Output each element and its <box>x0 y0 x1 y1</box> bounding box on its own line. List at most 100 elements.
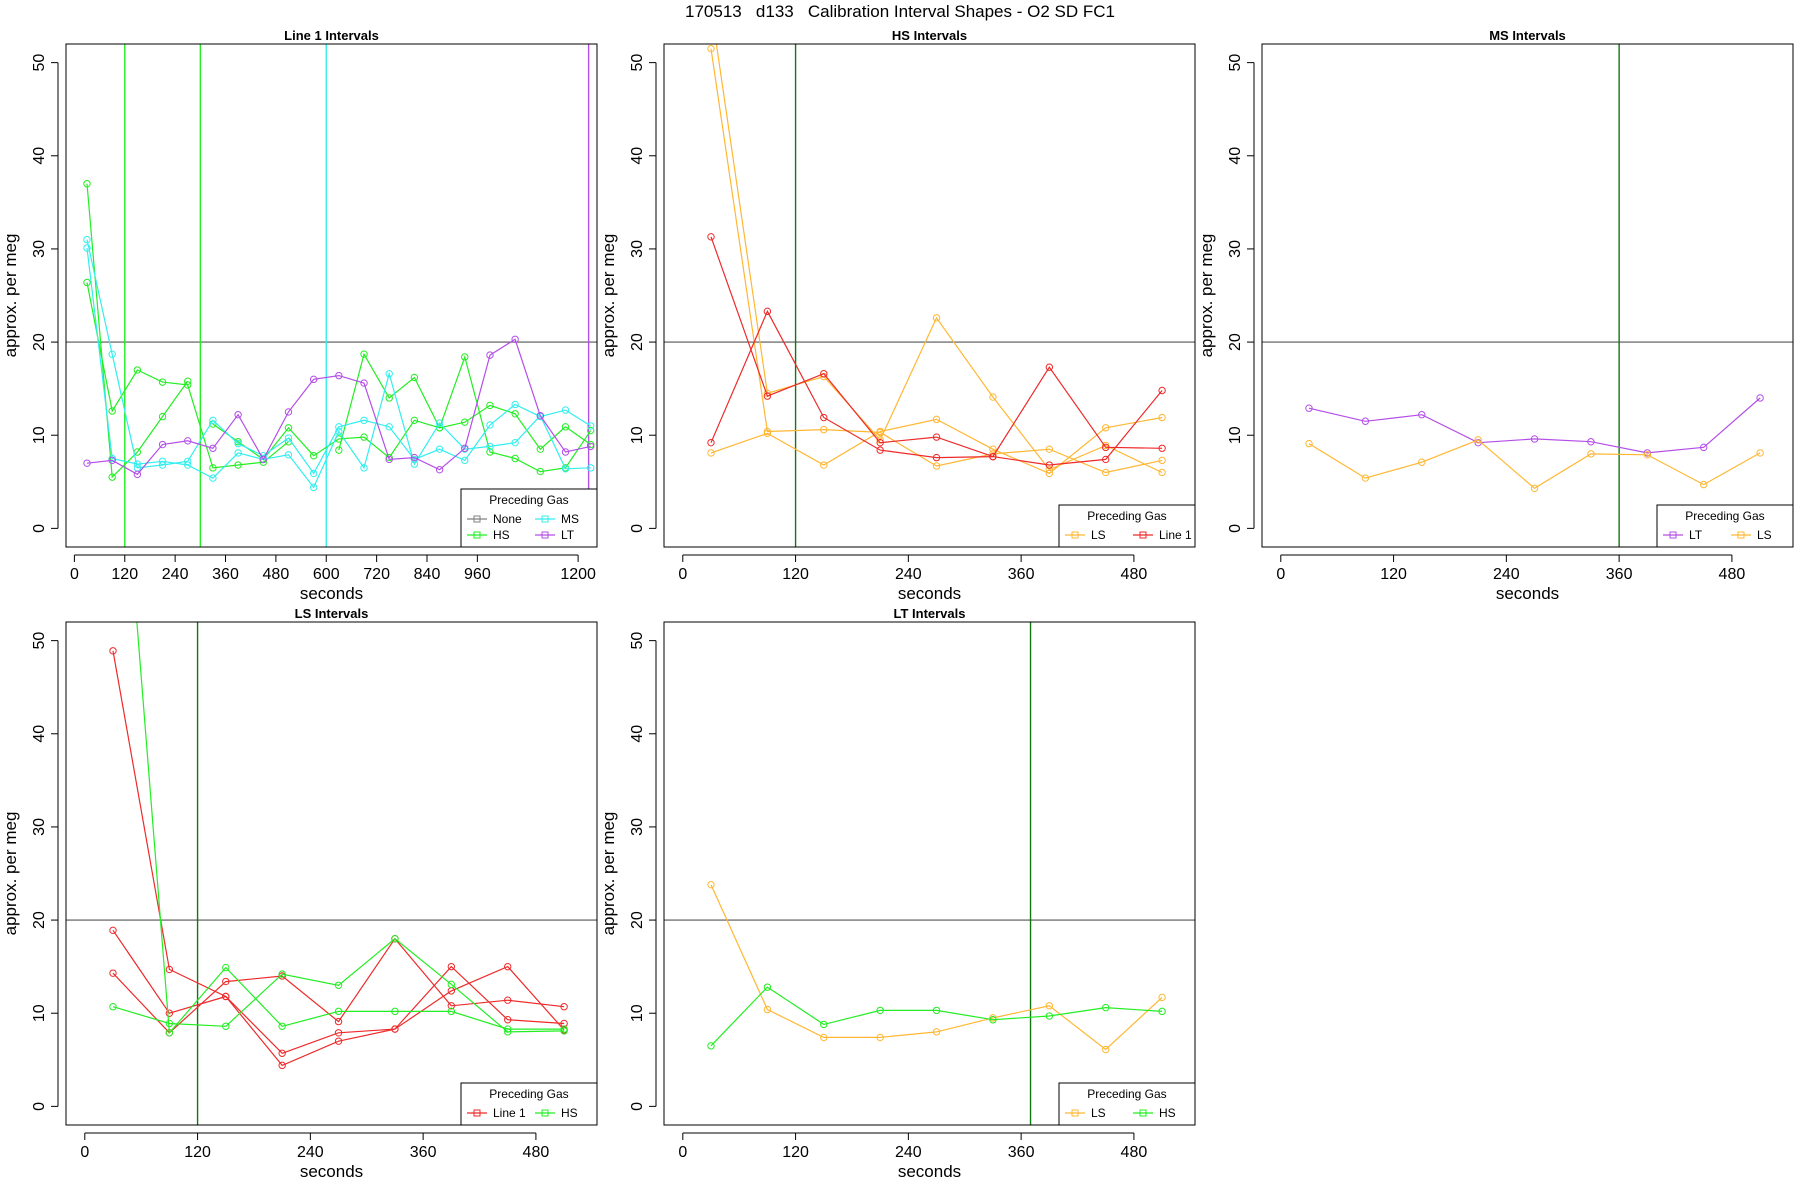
data-point <box>435 419 444 427</box>
data-point <box>707 1042 715 1050</box>
y-axis-label: approx. per meg <box>1 234 20 358</box>
data-point <box>1102 455 1110 464</box>
y-tick-label: 30 <box>1227 240 1244 258</box>
data-point <box>284 408 293 416</box>
data-point <box>165 1019 174 1028</box>
data-point <box>83 278 91 287</box>
data-point <box>763 392 772 400</box>
y-tick-label: 50 <box>629 54 646 72</box>
data-point <box>989 1014 997 1022</box>
y-tick-label: 50 <box>629 632 646 650</box>
data-point <box>561 406 570 414</box>
data-point <box>1102 1003 1110 1012</box>
data-point <box>486 351 494 359</box>
data-point <box>1045 445 1054 453</box>
data-point <box>391 1025 399 1033</box>
data-point <box>461 418 469 426</box>
x-tick-label: 840 <box>414 566 441 583</box>
x-axis-label: seconds <box>1496 584 1559 603</box>
data-point <box>587 426 595 435</box>
chart-panel-5: LT Intervals 0 10 20 30 40 50 approx. per meg 0 1… <box>599 606 1196 1181</box>
x-axis-label: seconds <box>898 1162 961 1181</box>
data-point <box>447 1007 456 1016</box>
data-point <box>932 314 941 322</box>
legend: Preceding Gas LT LS <box>1656 504 1794 548</box>
data-point <box>234 439 242 448</box>
x-tick-label: 360 <box>1606 566 1633 583</box>
data-point <box>820 425 828 434</box>
series-line <box>212 354 592 473</box>
data-point <box>504 1028 512 1036</box>
series-line <box>136 622 565 1035</box>
x-tick-label: 120 <box>782 566 809 583</box>
series-line <box>112 937 565 1033</box>
data-point <box>109 647 117 655</box>
series-line <box>710 884 1163 1051</box>
legend-swatch-marker <box>541 1109 549 1117</box>
data-point <box>989 1016 997 1024</box>
legend-label: Line 1 <box>493 1106 526 1120</box>
data-point <box>334 1029 343 1037</box>
data-point <box>435 465 444 474</box>
data-point <box>334 1007 343 1016</box>
data-point <box>158 412 167 421</box>
data-point <box>222 992 230 1001</box>
legend-swatch-marker <box>1139 531 1147 539</box>
series-line <box>112 937 565 1034</box>
y-tick-label: 40 <box>629 725 646 743</box>
data-point <box>234 461 242 469</box>
data-point <box>447 962 456 971</box>
data-point <box>1361 417 1370 425</box>
y-tick-label: 0 <box>629 1102 646 1111</box>
legend-swatch-marker <box>541 515 549 523</box>
data-point <box>109 926 117 935</box>
data-point <box>410 416 419 425</box>
data-point <box>876 1006 884 1015</box>
data-point <box>222 1022 230 1030</box>
data-point <box>334 1037 343 1045</box>
legend-swatch-marker <box>1737 531 1745 539</box>
data-point <box>561 423 570 431</box>
data-point <box>209 416 217 425</box>
y-tick-label: 20 <box>31 911 48 929</box>
data-point <box>184 437 192 445</box>
legend-label: LS <box>1091 1106 1106 1120</box>
data-point <box>335 423 343 431</box>
legend-label: HS <box>1159 1106 1176 1120</box>
legend: Preceding Gas Line 1 HS <box>460 1082 598 1126</box>
data-point <box>461 444 469 452</box>
data-point <box>461 456 469 465</box>
legend-swatch-marker <box>1071 531 1079 539</box>
data-point <box>278 1022 286 1030</box>
data-point <box>1305 404 1313 412</box>
legend-label: MS <box>561 512 579 526</box>
y-tick-label: 40 <box>1227 147 1244 165</box>
data-point <box>278 1061 286 1070</box>
data-point <box>83 244 91 252</box>
data-point <box>1045 363 1054 371</box>
data-point <box>876 1033 884 1042</box>
chart-panel-1: Line 1 Intervals 0 10 20 30 40 50 approx. per m… <box>1 28 598 603</box>
data-point <box>385 370 393 378</box>
data-point <box>536 467 545 476</box>
data-point <box>536 411 545 420</box>
data-point <box>165 1009 174 1017</box>
legend-swatch-marker <box>1071 1109 1079 1117</box>
data-point <box>1305 439 1313 448</box>
y-axis-label: approx. per meg <box>1197 234 1216 358</box>
data-point <box>222 977 230 986</box>
data-point <box>165 1029 174 1037</box>
data-point <box>184 377 192 385</box>
data-point <box>820 1033 828 1042</box>
data-point <box>1102 424 1110 432</box>
data-point <box>108 407 116 415</box>
chart-panel-2: HS Intervals 0 10 20 30 40 50 approx. per meg 0 1… <box>599 28 1196 603</box>
legend-label: None <box>493 512 522 526</box>
x-tick-label: 360 <box>1008 566 1035 583</box>
data-point <box>932 1028 941 1036</box>
data-point <box>1643 449 1652 457</box>
data-point <box>360 350 368 358</box>
data-point <box>763 983 772 991</box>
data-point <box>391 935 399 943</box>
